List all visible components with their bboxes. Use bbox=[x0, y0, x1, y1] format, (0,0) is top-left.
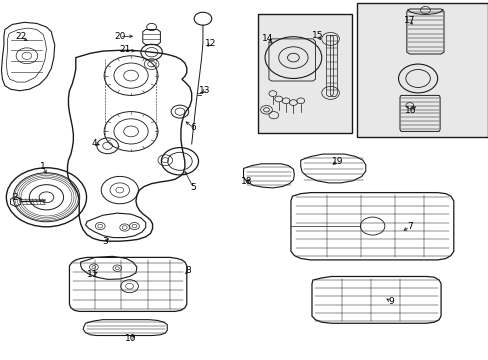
Text: 16: 16 bbox=[404, 107, 416, 115]
Text: 13: 13 bbox=[198, 86, 210, 95]
Bar bbox=[356, 3, 487, 137]
Text: 17: 17 bbox=[403, 16, 415, 25]
Text: 22: 22 bbox=[15, 32, 26, 41]
Text: 21: 21 bbox=[119, 45, 130, 54]
Text: 3: 3 bbox=[102, 237, 108, 246]
Text: 2: 2 bbox=[13, 193, 19, 202]
Text: 8: 8 bbox=[185, 266, 191, 275]
Text: 14: 14 bbox=[262, 34, 273, 43]
Text: 12: 12 bbox=[204, 40, 216, 49]
Bar bbox=[258, 14, 351, 133]
Text: 1: 1 bbox=[40, 162, 46, 171]
Text: 6: 6 bbox=[190, 123, 196, 132]
Text: 9: 9 bbox=[387, 297, 393, 306]
Text: 19: 19 bbox=[331, 157, 343, 166]
Text: 7: 7 bbox=[406, 222, 412, 231]
Text: 11: 11 bbox=[87, 270, 99, 279]
Text: 18: 18 bbox=[241, 177, 252, 186]
Text: 15: 15 bbox=[311, 31, 323, 40]
Text: 5: 5 bbox=[190, 183, 196, 192]
Text: 20: 20 bbox=[114, 32, 125, 41]
Text: 10: 10 bbox=[125, 334, 137, 343]
Text: 4: 4 bbox=[91, 139, 97, 148]
